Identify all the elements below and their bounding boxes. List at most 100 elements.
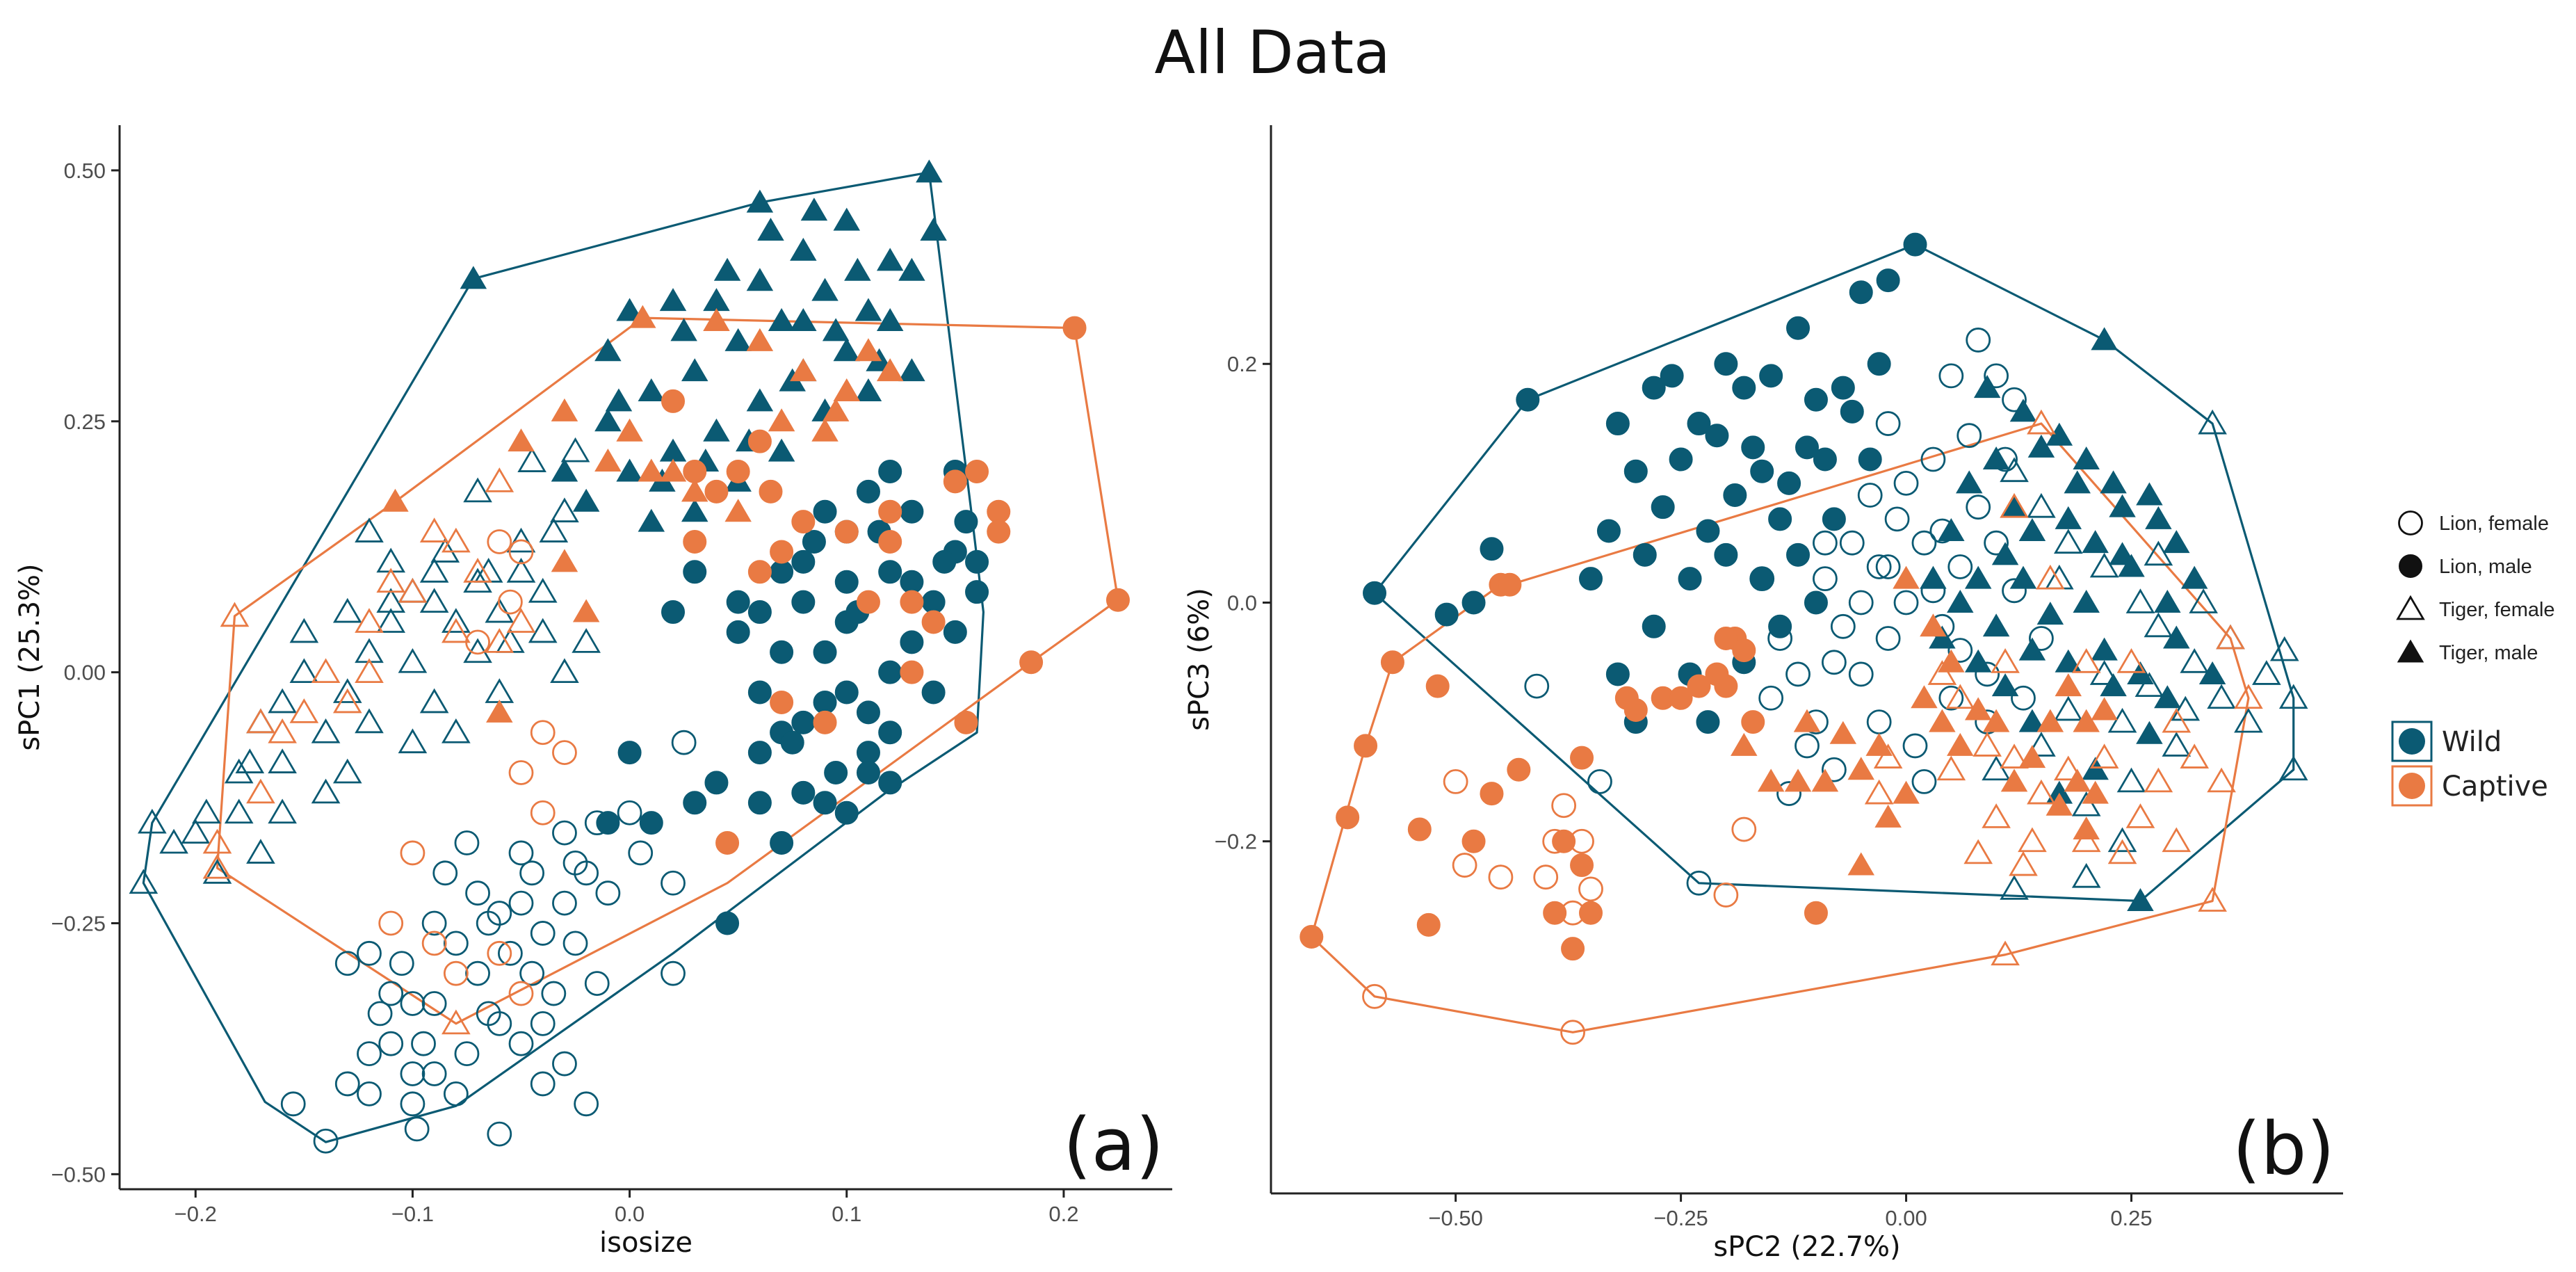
data-point xyxy=(824,760,848,784)
data-point xyxy=(1543,901,1567,925)
data-point xyxy=(681,499,708,522)
data-point xyxy=(921,610,946,634)
series-captive-lion-female xyxy=(1362,769,1757,1045)
series-wild-tiger-female xyxy=(1982,409,2308,900)
x-tick-label: −0.25 xyxy=(1653,1206,1708,1230)
data-point xyxy=(932,549,957,574)
data-point xyxy=(159,828,188,854)
data-point xyxy=(2071,791,2101,816)
data-point xyxy=(1687,412,1711,436)
data-point xyxy=(1929,625,1956,649)
x-tick-label: 0.00 xyxy=(1885,1206,1927,1230)
data-point xyxy=(1552,829,1576,853)
data-point xyxy=(2278,755,2308,781)
data-point xyxy=(2071,862,2101,888)
data-point xyxy=(747,600,772,625)
panels: −0.2 −0.1 0.0 0.1 0.2 −0.50 −0.25 0.00 0.25 0.50 i… xyxy=(14,125,2343,1263)
data-point xyxy=(508,539,534,565)
legend-key-circle-open xyxy=(2398,510,2423,536)
data-point xyxy=(2055,506,2082,529)
legend-item-tiger-male: Tiger, male xyxy=(2397,639,2538,664)
data-point xyxy=(442,718,471,743)
data-point xyxy=(746,189,774,213)
data-point xyxy=(1911,685,1938,709)
x-axis-label: isosize xyxy=(599,1227,692,1259)
data-point xyxy=(400,1091,426,1117)
data-point xyxy=(856,590,880,614)
data-point xyxy=(419,588,449,613)
data-point xyxy=(2154,685,2181,709)
y-tick-label: 0.2 xyxy=(1227,352,1257,376)
data-point xyxy=(616,298,643,321)
y-tick-label: −0.25 xyxy=(51,912,106,936)
data-point xyxy=(1533,864,1559,890)
series-captive-lion-male xyxy=(661,316,1130,855)
data-point xyxy=(2136,482,2163,506)
data-point xyxy=(1920,446,1946,472)
data-point xyxy=(454,830,480,855)
data-point xyxy=(1784,768,1812,792)
data-point xyxy=(954,510,978,534)
legend: Lion, female Lion, male Tiger, female Tiger… xyxy=(2391,510,2555,807)
data-point xyxy=(594,449,622,472)
data-point xyxy=(1560,1020,1585,1045)
data-point xyxy=(1984,363,2009,389)
data-point xyxy=(530,1011,556,1036)
data-point xyxy=(878,771,902,795)
data-point xyxy=(1731,816,1757,842)
data-point xyxy=(1570,853,1594,878)
data-point xyxy=(1938,649,1965,673)
data-point xyxy=(376,608,406,633)
data-point xyxy=(465,880,490,906)
data-point xyxy=(2127,661,2154,684)
data-point xyxy=(2018,637,2046,661)
data-point xyxy=(954,710,978,734)
data-point xyxy=(770,540,794,564)
data-point xyxy=(2002,578,2027,604)
data-point xyxy=(1777,471,1801,495)
data-point xyxy=(2162,707,2192,733)
data-point xyxy=(2009,851,2038,876)
data-point xyxy=(2198,409,2227,435)
data-point xyxy=(1982,446,2010,470)
data-point xyxy=(594,408,622,432)
legend-key-circle xyxy=(2399,554,2422,578)
data-point xyxy=(1875,554,1901,579)
data-point xyxy=(2180,565,2208,589)
data-point xyxy=(1785,661,1811,687)
data-point xyxy=(1579,901,1603,925)
data-point xyxy=(220,602,250,627)
data-point xyxy=(1920,565,1947,589)
data-point xyxy=(289,618,319,643)
data-point xyxy=(2000,743,2029,768)
data-point xyxy=(1714,626,1738,650)
data-point xyxy=(1955,470,1983,494)
data-point xyxy=(683,560,707,584)
data-point xyxy=(1570,746,1594,770)
y-tick-label: 0.00 xyxy=(64,661,106,685)
data-point xyxy=(1963,839,1993,864)
x-axis-label: sPC2 (22.7%) xyxy=(1713,1231,1900,1263)
series-wild-lion-male xyxy=(596,459,989,935)
data-point xyxy=(367,1001,393,1027)
data-point xyxy=(770,640,794,664)
data-point xyxy=(2100,470,2127,494)
data-point xyxy=(246,708,275,734)
data-point xyxy=(2018,518,2046,542)
data-point xyxy=(878,560,902,584)
series-captive-lion-female xyxy=(378,529,577,1006)
data-point xyxy=(2162,732,2192,757)
data-point xyxy=(811,418,839,442)
data-point xyxy=(398,577,428,603)
data-point xyxy=(770,560,794,584)
data-point xyxy=(1614,686,1639,710)
data-point xyxy=(487,940,512,966)
data-point xyxy=(419,517,449,542)
data-point xyxy=(1507,757,1531,782)
data-point xyxy=(671,730,697,755)
data-point xyxy=(442,1009,471,1035)
data-point xyxy=(943,620,967,644)
data-point xyxy=(2000,768,2028,792)
data-point xyxy=(683,791,707,815)
data-point xyxy=(2089,660,2119,685)
